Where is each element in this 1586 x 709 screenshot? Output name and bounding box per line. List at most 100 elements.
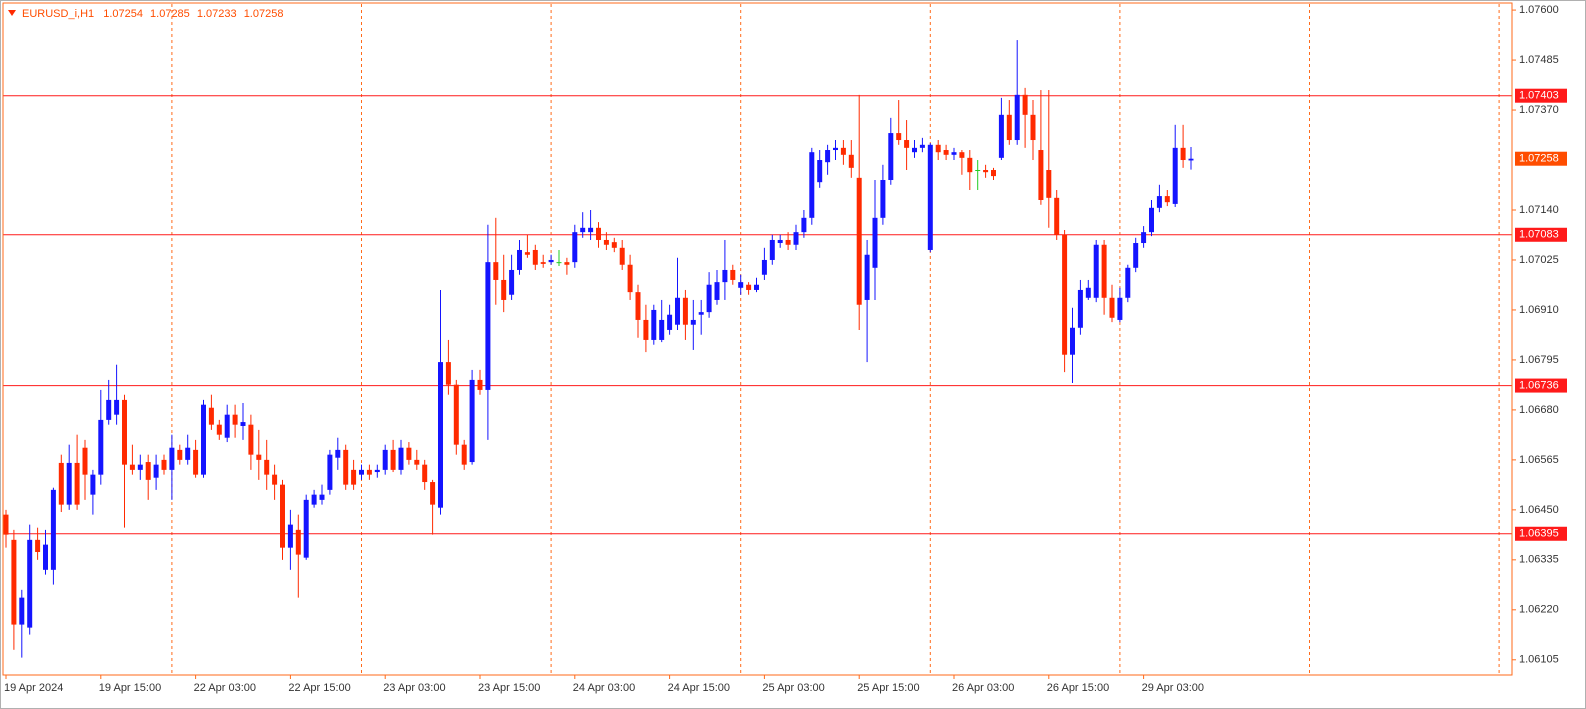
candle-body <box>445 362 451 385</box>
candle-body <box>651 309 657 340</box>
menu-triangle[interactable] <box>8 10 16 16</box>
candle-body <box>1101 244 1107 298</box>
candle-body <box>1093 244 1099 298</box>
y-tick-label: 1.07025 <box>1519 254 1559 266</box>
candle-body <box>1014 94 1020 141</box>
candle-body <box>1109 297 1115 318</box>
candle-body <box>1133 243 1139 268</box>
candle-body <box>722 269 728 283</box>
candle-body <box>122 399 127 465</box>
y-tick-label: 1.07370 <box>1519 104 1559 116</box>
candle-body <box>840 147 846 155</box>
candle-body <box>319 494 325 500</box>
candle-body <box>754 284 759 290</box>
y-tick-label: 1.07140 <box>1519 204 1559 216</box>
last-close: 1.07258 <box>244 8 284 20</box>
candle-body <box>248 424 254 455</box>
y-tick-label: 1.07600 <box>1519 4 1559 16</box>
chart-title: EURUSD_i,H1 1.07254 1.07285 1.07233 1.07… <box>22 8 283 20</box>
x-tick-label: 19 Apr 15:00 <box>99 682 161 694</box>
candle-body <box>833 147 838 151</box>
candle-body <box>129 464 135 470</box>
candle-body <box>161 459 167 470</box>
candle-body <box>1125 267 1131 298</box>
candle-body <box>588 227 594 233</box>
last-price-badge <box>1515 151 1567 166</box>
candle-body <box>880 180 886 218</box>
level-badge <box>1515 378 1567 393</box>
candle-body <box>714 282 720 300</box>
candle-body <box>359 469 364 475</box>
candle-body <box>469 379 475 463</box>
candle-body <box>3 514 9 535</box>
y-tick-label: 1.06680 <box>1519 404 1559 416</box>
candle-body <box>548 259 554 263</box>
level-label: 1.07403 <box>1519 90 1559 102</box>
candle-body <box>382 449 388 470</box>
candle-body <box>232 414 238 425</box>
candle-body <box>1149 207 1154 233</box>
candle-body <box>327 454 333 490</box>
candle-body <box>1141 232 1147 244</box>
candle-body <box>943 150 949 155</box>
candle-body <box>635 292 641 320</box>
candle-body <box>272 474 278 485</box>
candle-body <box>19 597 25 625</box>
candle-body <box>580 227 586 233</box>
candle-body <box>98 419 104 475</box>
candle-body <box>201 404 206 475</box>
candle-body <box>477 379 483 390</box>
candle-body <box>848 154 854 168</box>
x-tick-label: 24 Apr 15:00 <box>668 682 730 694</box>
candle-body <box>935 144 941 153</box>
x-tick-label: 25 Apr 15:00 <box>857 682 919 694</box>
candle-body <box>185 447 191 460</box>
candle-body <box>706 284 712 313</box>
candle-body <box>540 262 546 264</box>
candle-body <box>1022 94 1028 115</box>
candle-body <box>627 264 633 293</box>
candle-body <box>351 469 357 485</box>
candle-body <box>1006 114 1012 141</box>
candle-body <box>864 254 870 300</box>
candle-body <box>682 297 688 325</box>
level-label: 1.06736 <box>1519 379 1559 391</box>
candle-body <box>374 469 380 473</box>
candle-body <box>66 462 72 505</box>
level-badge <box>1515 526 1567 541</box>
candle-body <box>1085 287 1091 298</box>
candle-body <box>927 144 933 250</box>
plot-frame <box>2 2 1513 676</box>
last-open: 1.07254 <box>103 8 143 20</box>
candle-body <box>90 474 96 495</box>
candle-body <box>904 140 910 148</box>
candle-body <box>422 464 428 483</box>
candle-body <box>872 217 878 268</box>
x-tick-label: 23 Apr 15:00 <box>478 682 540 694</box>
candle-body <box>572 232 578 263</box>
candle-body <box>1030 114 1036 141</box>
candle-body <box>896 133 902 141</box>
candle-body <box>485 262 491 390</box>
symbol: EURUSD_i,H1 <box>22 8 94 20</box>
candle-body <box>193 449 199 475</box>
candle-body <box>730 269 736 280</box>
candle-body <box>856 177 862 305</box>
candle-body <box>27 539 33 628</box>
candle-body <box>983 170 989 173</box>
candle-body <box>959 152 965 158</box>
candle-body <box>303 499 309 558</box>
candle-body <box>975 170 981 172</box>
candle-body <box>524 252 530 255</box>
candle-body <box>746 284 752 290</box>
candle-body <box>390 449 396 470</box>
candle-body <box>311 494 317 505</box>
candle-body <box>501 279 507 300</box>
candle-body <box>1172 147 1178 204</box>
level-label: 1.07083 <box>1519 229 1559 241</box>
candle-body <box>208 407 214 425</box>
candle-body <box>1180 147 1186 161</box>
candle-body <box>611 242 617 248</box>
